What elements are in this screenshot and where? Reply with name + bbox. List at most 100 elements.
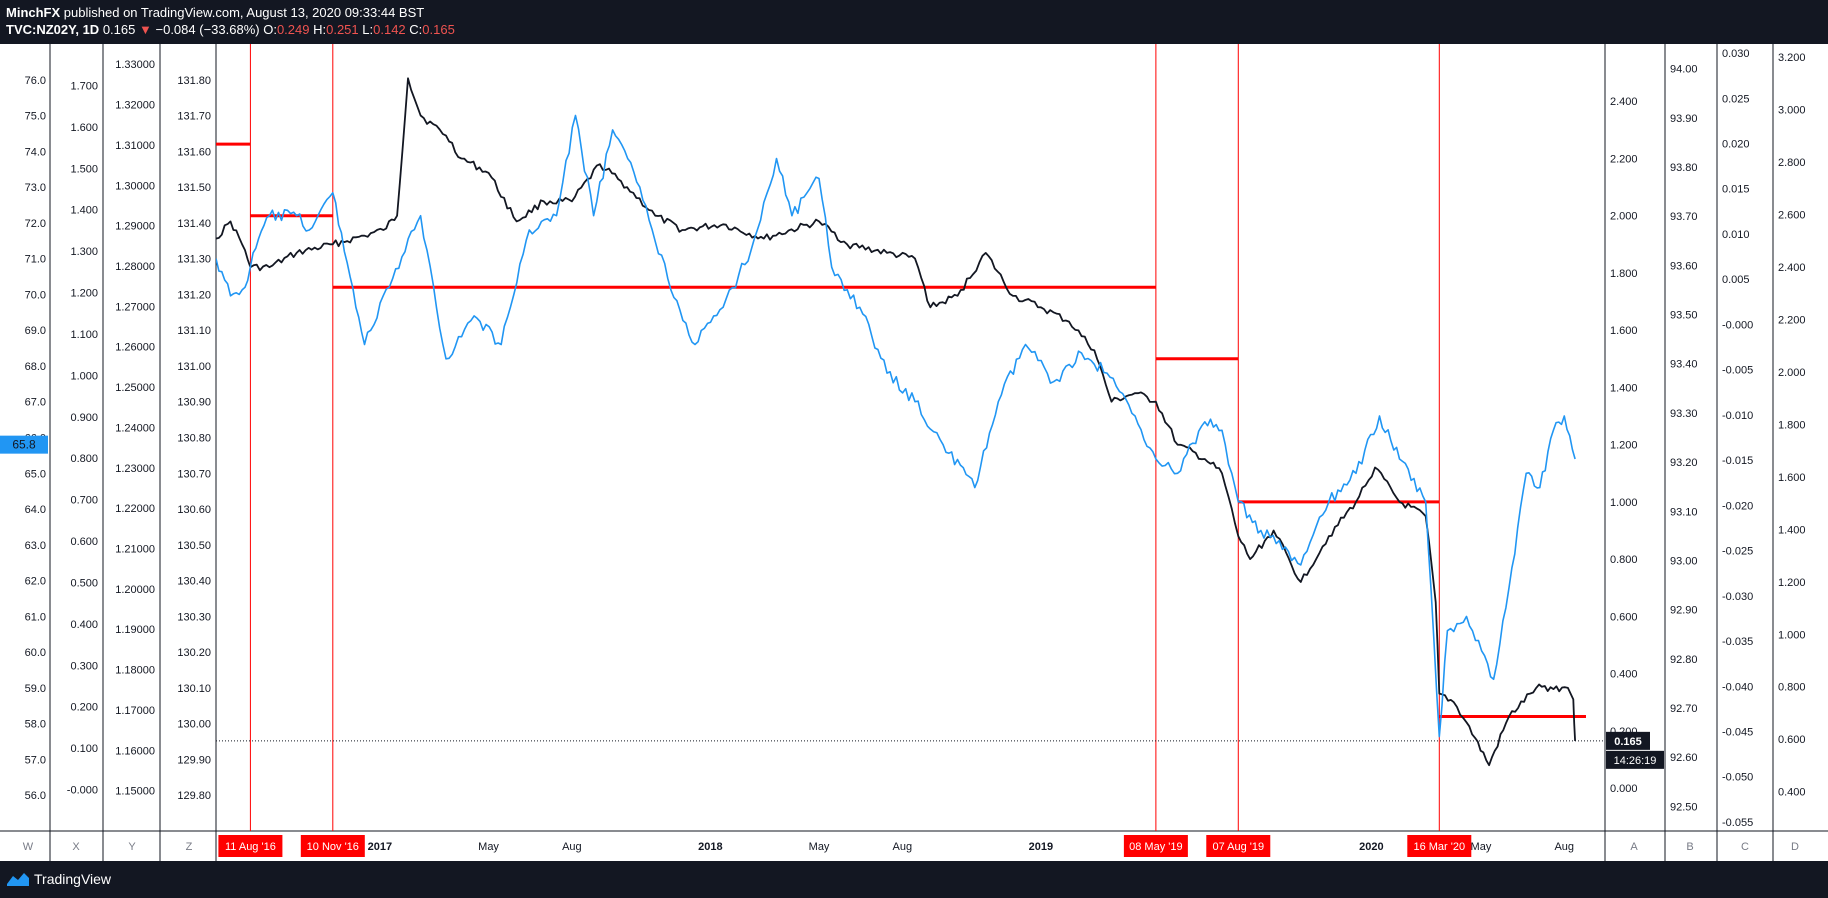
axis-y-tick-label: 1.16000 — [115, 745, 155, 757]
axis-a-tick-label: 1.000 — [1610, 497, 1638, 509]
axis-a-title[interactable]: A — [1630, 841, 1638, 853]
axis-y-tick-label: 1.26000 — [115, 342, 155, 354]
marker-date-badge — [1206, 835, 1271, 857]
footer-brand[interactable]: TradingView — [34, 871, 112, 887]
publish-line: MinchFX published on TradingView.com, Au… — [6, 5, 424, 20]
axis-c-title[interactable]: C — [1741, 841, 1749, 853]
axis-x-title[interactable]: X — [72, 841, 80, 853]
axis-y-title[interactable]: Y — [128, 841, 136, 853]
axis-z-tick-label: 131.20 — [177, 289, 211, 301]
axis-y-tick-label: 1.22000 — [115, 503, 155, 515]
axis-b-title[interactable]: B — [1686, 841, 1693, 853]
axis-c-tick-label: -0.015 — [1722, 455, 1753, 467]
marker-date-label: 10 Nov '16 — [307, 841, 359, 853]
axis-y-tick-label: 1.20000 — [115, 584, 155, 596]
axis-a-tick-label: 0.400 — [1610, 669, 1638, 681]
marker-date-label: 16 Mar '20 — [1413, 841, 1465, 853]
axis-d-tick-label: 2.000 — [1778, 367, 1806, 379]
axis-y-tick-label: 1.15000 — [115, 786, 155, 798]
axis-x-tick-label: -0.000 — [67, 785, 98, 797]
axis-b-tick-label: 92.50 — [1670, 801, 1698, 813]
axis-x-tick-label: 0.200 — [70, 702, 98, 714]
axis-w-title[interactable]: W — [23, 841, 34, 853]
axis-x-tick-label: 0.600 — [70, 536, 98, 548]
axis-w-tick-label: 76.0 — [25, 75, 46, 87]
axis-b-tick-label: 93.70 — [1670, 211, 1698, 223]
x-tick-label: May — [809, 841, 830, 853]
axis-z-title[interactable]: Z — [186, 841, 193, 853]
marker-date-badge — [218, 835, 283, 857]
axis-x-tick-label: 1.200 — [70, 288, 98, 300]
axis-w-tick-label: 65.0 — [25, 468, 46, 480]
axis-c-tick-label: -0.020 — [1722, 500, 1753, 512]
axis-c-tick-label: 0.005 — [1722, 274, 1750, 286]
marker-date-label: 08 May '19 — [1129, 841, 1182, 853]
axis-d-tick-label: 1.000 — [1778, 629, 1806, 641]
axis-b-tick-label: 92.70 — [1670, 703, 1698, 715]
tradingview-logo-icon[interactable] — [6, 870, 30, 888]
axis-w-tick-label: 68.0 — [25, 361, 46, 373]
axis-x-tick-label: 1.100 — [70, 329, 98, 341]
axis-b-tick-label: 92.90 — [1670, 605, 1698, 617]
axis-d-tick-label: 1.600 — [1778, 472, 1806, 484]
symbol-name[interactable]: TVC:NZ02Y, 1D — [6, 22, 100, 37]
axis-c-tick-label: 0.030 — [1722, 48, 1750, 60]
axis-d-tick-label: 1.200 — [1778, 577, 1806, 589]
black-series-line[interactable] — [216, 77, 1576, 767]
axis-w-tick-label: 59.0 — [25, 683, 46, 695]
axis-b-tick-label: 93.20 — [1670, 457, 1698, 469]
axis-c-tick-label: -0.025 — [1722, 546, 1753, 558]
blue-series-line[interactable] — [216, 114, 1576, 738]
chart-canvas[interactable]: 76.0 75.0 74.0 73.0 72.0 71.0 70.0 69.0 68.0 67.0… — [0, 44, 1828, 861]
high-label: H: — [313, 22, 327, 37]
axis-a-tick-label: 1.400 — [1610, 382, 1638, 394]
countdown-badge — [1606, 750, 1664, 769]
axis-x-tick-label: 1.300 — [70, 246, 98, 258]
x-tick-label: Aug — [893, 841, 913, 853]
axis-w-tick-label: 75.0 — [25, 111, 46, 123]
axis-y-tick-label: 1.32000 — [115, 100, 155, 112]
axis-z-tick-label: 131.00 — [177, 361, 211, 373]
axis-w-tick-label: 61.0 — [25, 611, 46, 623]
axis-y-tick-label: 1.24000 — [115, 422, 155, 434]
marker-date-badge — [300, 835, 365, 857]
axis-z-tick-label: 129.80 — [177, 790, 211, 802]
axis-c-tick-label: -0.055 — [1722, 817, 1753, 829]
axis-d-tick-label: 0.400 — [1778, 787, 1806, 799]
axis-z-tick-label: 130.60 — [177, 504, 211, 516]
marker-date-badge — [1407, 835, 1472, 857]
author-name[interactable]: MinchFX — [6, 5, 61, 20]
axis-c-tick-label: -0.045 — [1722, 726, 1753, 738]
axis-z-tick-label: 131.60 — [177, 146, 211, 158]
axis-c-tick-label: -0.005 — [1722, 365, 1753, 377]
axis-x-tick-label: 0.500 — [70, 577, 98, 589]
axis-c-tick-label: 0.015 — [1722, 184, 1750, 196]
axis-d-title[interactable]: D — [1791, 841, 1799, 853]
axis-w-tick-label: 69.0 — [25, 325, 46, 337]
axis-y-tick-label: 1.29000 — [115, 221, 155, 233]
axis-w-tick-label: 73.0 — [25, 182, 46, 194]
axis-c-tick-label: -0.000 — [1722, 319, 1753, 331]
axis-x-tick-label: 1.600 — [70, 122, 98, 134]
axis-x-tick-label: 1.000 — [70, 370, 98, 382]
axis-z-tick-label: 130.10 — [177, 683, 211, 695]
x-tick-label: 2018 — [698, 841, 722, 853]
axis-w-tick-label: 58.0 — [25, 719, 46, 731]
footer-bar: TradingView — [0, 861, 1828, 898]
axis-y-tick-label: 1.25000 — [115, 382, 155, 394]
axis-y-tick-label: 1.23000 — [115, 463, 155, 475]
axis-c-tick-label: -0.030 — [1722, 591, 1753, 603]
axis-z-tick-label: 130.50 — [177, 540, 211, 552]
axis-d-tick-label: 2.600 — [1778, 210, 1806, 222]
axis-z-tick-label: 131.30 — [177, 254, 211, 266]
axis-z-tick-label: 131.80 — [177, 75, 211, 87]
axis-y-tick-label: 1.27000 — [115, 301, 155, 313]
axis-z-tick-label: 129.90 — [177, 754, 211, 766]
axis-b-tick-label: 93.50 — [1670, 310, 1698, 322]
axis-x-tick-label: 0.700 — [70, 495, 98, 507]
chart-background — [0, 44, 1828, 861]
axis-w-tick-label: 72.0 — [25, 218, 46, 230]
axis-x-tick-label: 1.700 — [70, 80, 98, 92]
axis-d-tick-label: 1.800 — [1778, 419, 1806, 431]
low-value: 0.142 — [373, 22, 406, 37]
